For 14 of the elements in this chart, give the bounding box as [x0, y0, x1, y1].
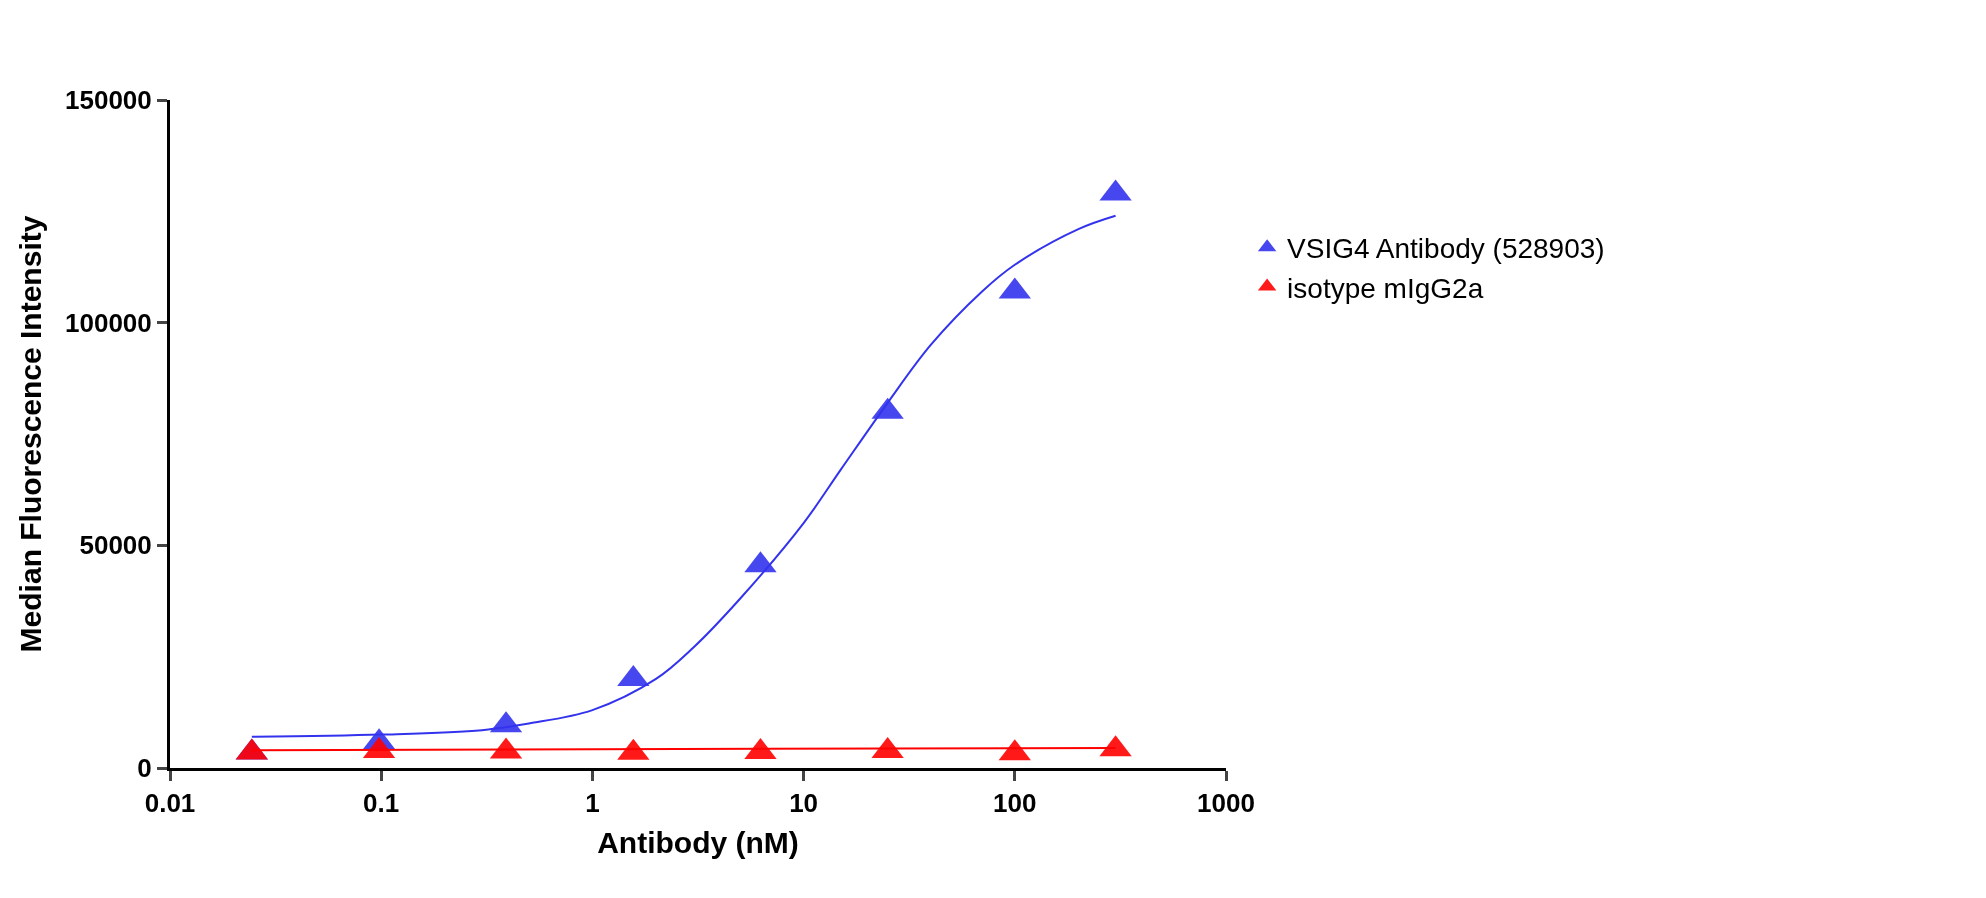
x-tick-label: 10: [789, 788, 819, 819]
y-axis-title: Median Fluorescence Intensity: [14, 215, 48, 653]
y-tick-label: 100000: [65, 307, 152, 338]
y-tick-label: 50000: [79, 530, 152, 561]
x-tick-label: 0.01: [144, 788, 196, 819]
y-tick-label: 150000: [65, 85, 152, 116]
y-tick-label: 0: [137, 753, 152, 784]
x-axis-title: Antibody (nM): [597, 825, 799, 859]
legend-label: isotype mIgG2a: [1287, 272, 1484, 304]
x-tick-label: 100: [993, 788, 1037, 819]
x-tick-label: 1: [585, 788, 600, 819]
legend-label: VSIG4 Antibody (528903): [1287, 233, 1605, 265]
x-tick-label: 1000: [1197, 788, 1255, 819]
x-tick-label: 0.1: [363, 788, 400, 819]
